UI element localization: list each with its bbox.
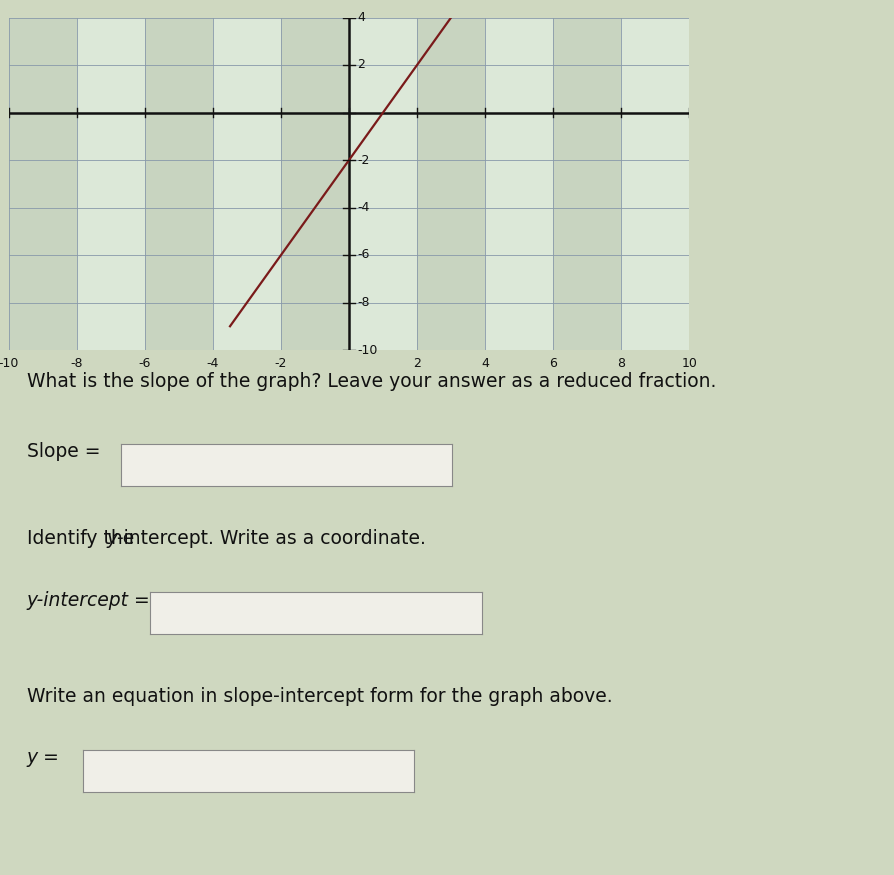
Text: y: y — [106, 529, 117, 549]
Text: -2: -2 — [357, 153, 369, 166]
Bar — [145, 18, 213, 350]
Bar — [417, 18, 485, 350]
Text: Identify the: Identify the — [27, 529, 140, 549]
Text: -6: -6 — [357, 248, 369, 262]
Text: 8: 8 — [617, 357, 624, 370]
Text: Write an equation in slope-intercept form for the graph above.: Write an equation in slope-intercept for… — [27, 687, 611, 706]
Text: 6: 6 — [549, 357, 556, 370]
Text: -4: -4 — [357, 201, 369, 214]
Text: -intercept. Write as a coordinate.: -intercept. Write as a coordinate. — [117, 529, 426, 549]
Bar — [213, 18, 281, 350]
Text: -4: -4 — [207, 357, 219, 370]
Text: -8: -8 — [71, 357, 83, 370]
Bar — [620, 18, 688, 350]
Bar — [77, 18, 145, 350]
Text: Slope =: Slope = — [27, 442, 100, 461]
Text: 4: 4 — [357, 11, 365, 24]
Text: -6: -6 — [139, 357, 151, 370]
Bar — [281, 18, 349, 350]
Text: 4: 4 — [481, 357, 488, 370]
Text: 2: 2 — [413, 357, 420, 370]
Text: -10: -10 — [357, 344, 377, 356]
Text: -8: -8 — [357, 296, 369, 309]
Text: -2: -2 — [274, 357, 287, 370]
Bar — [349, 18, 417, 350]
Bar — [552, 18, 620, 350]
Bar — [485, 18, 552, 350]
Bar — [9, 18, 77, 350]
Text: 2: 2 — [357, 59, 365, 72]
Text: y =: y = — [27, 748, 60, 767]
Text: What is the slope of the graph? Leave your answer as a reduced fraction.: What is the slope of the graph? Leave yo… — [27, 372, 715, 391]
Text: y-intercept =: y-intercept = — [27, 591, 150, 610]
Text: -10: -10 — [0, 357, 19, 370]
Text: 10: 10 — [680, 357, 696, 370]
